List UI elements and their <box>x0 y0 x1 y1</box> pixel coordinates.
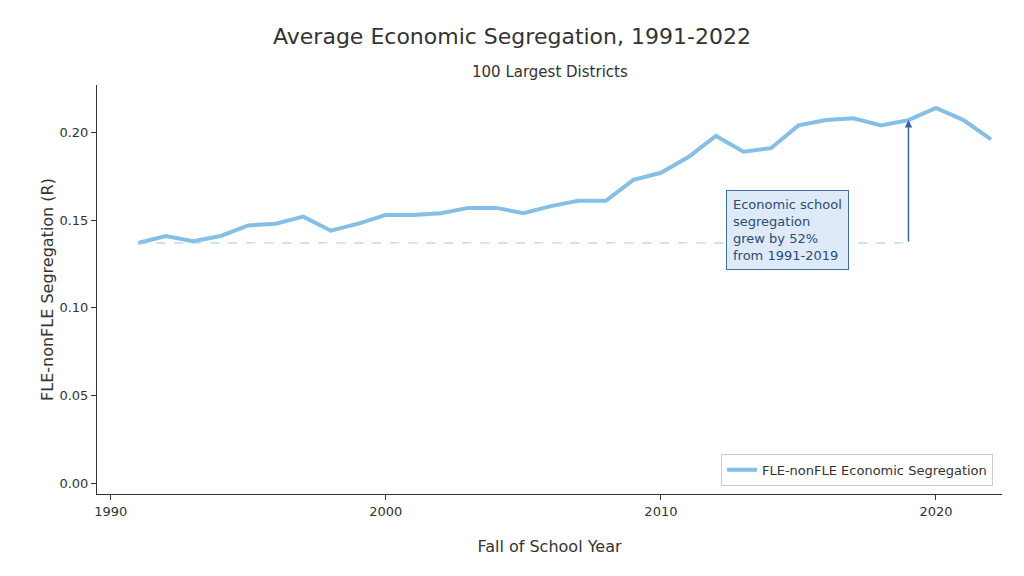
svg-text:100 Largest Districts: 100 Largest Districts <box>472 63 628 81</box>
svg-text:0.15: 0.15 <box>59 213 88 228</box>
svg-text:1990: 1990 <box>94 504 127 519</box>
svg-text:FLE-nonFLE Segregation (R): FLE-nonFLE Segregation (R) <box>38 178 57 401</box>
svg-text:Economic schoolsegregationgrew: Economic schoolsegregationgrew by 52%fro… <box>733 197 842 263</box>
svg-text:2020: 2020 <box>919 504 952 519</box>
svg-text:0.05: 0.05 <box>59 388 88 403</box>
svg-text:FLE-nonFLE Economic Segregatio: FLE-nonFLE Economic Segregation <box>762 463 987 478</box>
svg-text:0.00: 0.00 <box>59 476 88 491</box>
svg-text:0.20: 0.20 <box>59 125 88 140</box>
svg-text:Average Economic Segregation,: Average Economic Segregation, 1991-2022 <box>273 24 751 49</box>
svg-text:0.10: 0.10 <box>59 300 88 315</box>
svg-text:2000: 2000 <box>369 504 402 519</box>
svg-text:Fall of School Year: Fall of School Year <box>477 537 622 556</box>
svg-text:2010: 2010 <box>644 504 677 519</box>
